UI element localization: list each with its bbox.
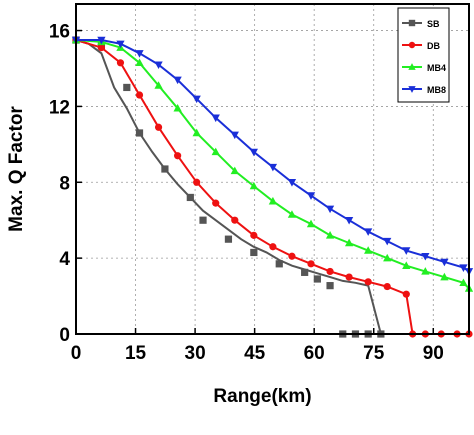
x-axis-label: Range(km) — [213, 386, 311, 407]
x-tick-label: 30 — [185, 343, 206, 364]
data-point-db — [402, 290, 410, 298]
x-tick-label: 75 — [363, 343, 385, 364]
data-point-mb4 — [459, 278, 468, 287]
y-tick-label: 12 — [49, 97, 70, 118]
data-point-mb4 — [440, 272, 449, 281]
series-line-mb8 — [76, 39, 470, 273]
data-point-mb8 — [306, 192, 316, 200]
data-point-mb4 — [268, 196, 278, 205]
data-point-mb8 — [421, 253, 430, 261]
x-tick-label: 15 — [125, 343, 147, 364]
legend-label-mb4: MB4 — [427, 63, 446, 73]
data-point-db — [345, 273, 353, 281]
data-point-db — [307, 260, 315, 268]
data-point-db — [154, 123, 163, 131]
legend-marker-mb8 — [408, 86, 416, 93]
legend: SB DB MB4 MB8 — [397, 7, 450, 103]
data-point-mb8 — [154, 61, 163, 70]
data-point-mb4 — [230, 166, 239, 175]
y-tick-label: 4 — [59, 249, 70, 270]
data-point-mb4 — [344, 238, 354, 247]
data-point-mb4 — [402, 261, 411, 269]
data-point-db — [364, 278, 372, 286]
x-tick-label: 0 — [71, 343, 82, 364]
data-point-mb8 — [325, 205, 335, 214]
legend-marker-mb4 — [408, 63, 416, 70]
data-point-db — [269, 243, 277, 251]
x-tick-label: 45 — [244, 343, 266, 364]
data-point-mb8 — [383, 237, 392, 246]
data-point-sb — [301, 268, 309, 276]
data-point-db — [383, 282, 391, 291]
data-point-sb — [135, 129, 144, 137]
data-point-mb4 — [249, 181, 258, 190]
y-axis-label: Max. Q Factor — [6, 106, 27, 232]
data-point-db — [193, 178, 201, 186]
data-point-mb8 — [287, 179, 297, 187]
data-point-mb8 — [440, 258, 449, 267]
data-point-db — [288, 252, 296, 260]
data-point-db — [116, 59, 125, 67]
data-point-sb — [224, 235, 233, 243]
data-point-sb — [186, 193, 194, 202]
axis-ticks: 0 15 30 45 60 75 90 0 4 8 12 16 — [49, 22, 444, 364]
series-mb8 — [71, 36, 474, 276]
data-point-db — [135, 91, 144, 99]
data-point-mb4 — [135, 58, 144, 67]
data-point-mb4 — [421, 267, 430, 275]
data-point-db — [326, 267, 334, 276]
plot-frame — [75, 3, 470, 335]
data-point-mb8 — [116, 40, 125, 49]
data-point-mb4 — [364, 246, 373, 254]
data-point-sb — [123, 83, 131, 92]
data-point-mb8 — [192, 95, 201, 104]
y-tick-label: 16 — [49, 22, 70, 43]
data-point-db — [174, 152, 182, 160]
data-point-db — [250, 231, 258, 239]
data-point-mb8 — [402, 247, 411, 255]
data-point-mb4 — [154, 81, 163, 89]
data-point-mb8 — [268, 163, 278, 172]
data-point-mb8 — [97, 36, 106, 45]
data-point-mb4 — [192, 128, 201, 137]
data-point-sb — [250, 248, 258, 257]
data-point-sb — [275, 260, 283, 268]
data-point-mb8 — [344, 216, 354, 225]
series-layer — [71, 35, 474, 338]
data-point-mb8 — [364, 228, 373, 236]
data-point-sb — [161, 165, 169, 173]
data-point-sb — [199, 216, 207, 224]
data-point-mb4 — [306, 219, 316, 228]
y-tick-label: 0 — [59, 325, 70, 346]
data-point-mb4 — [325, 231, 335, 239]
legend-marker-sb — [408, 19, 416, 27]
data-point-mb8 — [135, 50, 144, 58]
data-point-db — [231, 216, 239, 224]
x-tick-label: 60 — [304, 343, 325, 364]
legend-marker-db — [408, 41, 416, 49]
data-point-mb4 — [287, 210, 297, 218]
data-point-db — [97, 44, 106, 52]
data-point-mb8 — [459, 264, 468, 272]
legend-label-mb8: MB8 — [427, 85, 446, 95]
data-point-db — [212, 199, 220, 207]
data-point-mb8 — [249, 148, 258, 157]
data-point-mb4 — [173, 103, 182, 112]
legend-label-sb: SB — [427, 19, 440, 29]
series-line-mb4 — [75, 39, 470, 290]
y-tick-label: 8 — [59, 173, 70, 194]
data-point-mb8 — [230, 131, 239, 140]
data-point-mb8 — [211, 114, 220, 123]
legend-label-db: DB — [427, 41, 440, 51]
x-tick-label: 90 — [423, 343, 444, 364]
data-point-mb4 — [211, 147, 220, 156]
data-point-mb8 — [173, 76, 182, 85]
data-point-mb4 — [383, 253, 392, 262]
data-point-sb — [313, 275, 321, 283]
data-point-sb — [326, 282, 334, 290]
